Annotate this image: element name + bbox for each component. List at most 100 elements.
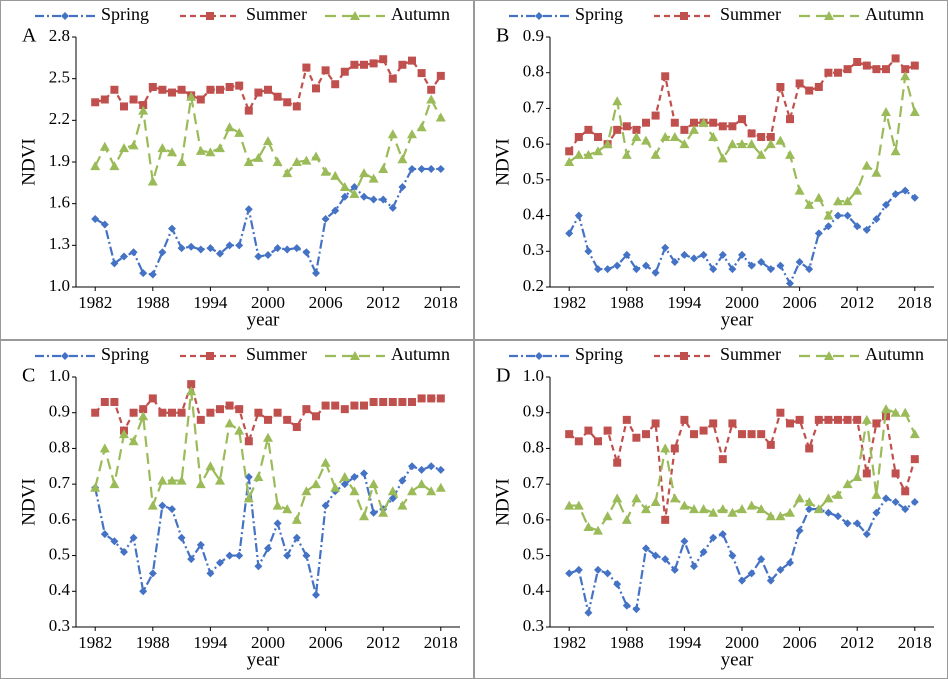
y-tick-label: 1.0 [523, 366, 544, 385]
marker [843, 211, 852, 220]
marker [709, 265, 718, 274]
x-tick-label: 1988 [610, 633, 644, 652]
marker [110, 537, 119, 546]
marker [388, 398, 397, 406]
marker [794, 493, 805, 503]
marker [612, 493, 623, 503]
marker [110, 259, 119, 268]
marker [273, 408, 282, 417]
marker [603, 265, 612, 274]
marker [814, 229, 823, 238]
marker [593, 146, 603, 156]
marker [670, 258, 679, 266]
marker [234, 127, 245, 137]
marker [129, 533, 138, 542]
marker [273, 519, 282, 528]
marker [661, 72, 670, 81]
marker [282, 168, 293, 178]
marker [709, 419, 718, 428]
marker [910, 193, 919, 202]
marker [368, 173, 379, 183]
marker [603, 426, 612, 435]
y-tick-label: 0.6 [49, 509, 70, 528]
marker [813, 192, 824, 202]
x-tick-label: 1982 [552, 633, 586, 652]
marker [99, 141, 110, 151]
marker [254, 88, 263, 97]
marker [388, 203, 397, 212]
marker [436, 465, 445, 474]
marker [244, 106, 253, 115]
marker [834, 512, 842, 521]
marker [350, 183, 359, 191]
marker [670, 444, 679, 453]
legend-label: Summer [246, 4, 307, 24]
marker [834, 211, 842, 220]
x-tick-label: 1988 [136, 633, 170, 652]
marker [119, 429, 129, 439]
marker [216, 558, 224, 567]
marker [594, 437, 602, 446]
marker [738, 430, 746, 439]
x-tick-label: 2012 [366, 633, 400, 652]
marker [824, 508, 833, 517]
marker [349, 188, 360, 198]
legend-label: Summer [720, 4, 781, 24]
marker [408, 56, 416, 65]
x-tick-label: 1982 [552, 293, 586, 312]
marker [728, 419, 737, 428]
marker [253, 472, 264, 481]
x-tick-label: 2018 [424, 293, 458, 312]
marker [416, 122, 427, 132]
marker [650, 497, 661, 506]
marker [833, 489, 843, 499]
marker [680, 537, 689, 546]
marker [728, 551, 737, 560]
marker [613, 458, 622, 467]
marker [91, 214, 100, 223]
marker [244, 205, 253, 214]
marker [584, 426, 593, 435]
marker [129, 408, 138, 417]
y-tick-label: 0.2 [523, 276, 544, 295]
marker [747, 430, 756, 439]
marker [216, 85, 224, 94]
marker [872, 65, 881, 74]
marker [100, 220, 109, 229]
marker [369, 195, 378, 204]
marker [417, 465, 426, 474]
x-tick-label: 1994 [193, 633, 228, 652]
marker [909, 429, 920, 439]
marker [398, 398, 407, 406]
marker [910, 498, 919, 506]
y-tick-label: 0.8 [49, 437, 70, 456]
marker [215, 475, 225, 485]
marker [168, 224, 176, 233]
marker [900, 71, 911, 81]
marker [148, 83, 157, 91]
marker [824, 68, 833, 77]
marker [679, 139, 690, 149]
marker [594, 265, 602, 274]
marker [871, 167, 882, 177]
marker [670, 565, 679, 574]
marker [824, 351, 834, 360]
marker [320, 457, 331, 467]
marker [699, 426, 708, 435]
marker [909, 107, 920, 116]
marker [737, 504, 747, 514]
marker [853, 415, 862, 424]
marker [195, 479, 206, 489]
marker [340, 67, 349, 76]
marker [312, 269, 320, 278]
marker [766, 576, 775, 585]
marker [397, 154, 408, 164]
marker [234, 425, 245, 435]
marker [283, 415, 292, 424]
marker [235, 81, 244, 90]
marker [842, 479, 853, 489]
marker [680, 12, 688, 20]
marker [147, 176, 158, 186]
marker [138, 411, 149, 421]
marker [128, 436, 139, 446]
